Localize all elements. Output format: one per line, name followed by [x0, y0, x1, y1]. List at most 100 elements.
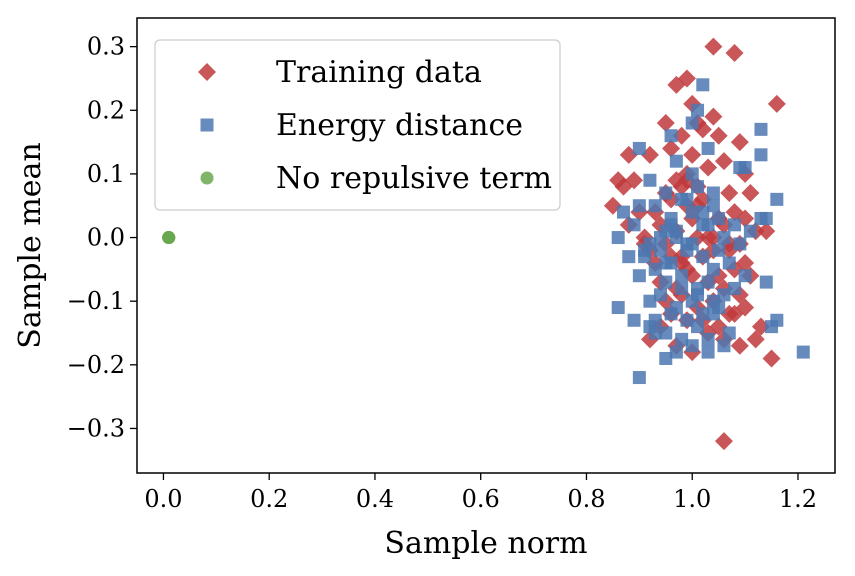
data-point: [733, 237, 747, 251]
data-point: [704, 107, 723, 126]
data-point: [691, 320, 705, 334]
data-point: [659, 351, 673, 365]
data-point: [675, 269, 689, 283]
y-tick-label: 0.2: [87, 96, 125, 124]
x-tick-label: 0.8: [567, 485, 605, 513]
data-point: [746, 330, 765, 349]
data-point: [762, 349, 781, 368]
data-point: [706, 307, 720, 321]
data-point: [704, 37, 723, 56]
x-tick-label: 0.6: [462, 485, 500, 513]
data-point: [701, 275, 715, 289]
data-point: [627, 218, 641, 232]
series-1: [611, 78, 810, 385]
data-point: [696, 307, 710, 321]
data-point: [796, 345, 810, 359]
data-point: [696, 250, 710, 264]
data-point: [667, 75, 686, 94]
x-tick-label: 1.2: [779, 485, 817, 513]
data-point: [664, 307, 678, 321]
data-point: [712, 243, 726, 257]
y-tick-label: 0.0: [87, 224, 125, 252]
data-point: [632, 371, 646, 385]
data-point: [664, 129, 678, 143]
data-point: [685, 339, 699, 353]
data-point: [662, 139, 681, 158]
legend-label: No repulsive term: [276, 161, 552, 196]
data-point: [611, 301, 625, 315]
data-point: [759, 275, 773, 289]
x-tick-label: 0.0: [144, 485, 182, 513]
data-point: [722, 326, 736, 340]
data-point: [664, 218, 678, 232]
data-point: [691, 103, 705, 117]
data-point: [714, 152, 733, 171]
plot-frame: [136, 17, 836, 474]
data-point: [654, 288, 667, 302]
legend-marker: [200, 118, 214, 132]
data-point: [754, 148, 768, 162]
data-point: [759, 211, 773, 225]
data-point: [632, 141, 646, 155]
data-point: [659, 326, 673, 340]
data-point: [706, 262, 720, 276]
data-point: [680, 313, 694, 327]
data-point: [699, 158, 718, 177]
x-tick-label: 0.4: [356, 485, 394, 513]
legend-marker: [200, 171, 214, 185]
data-point: [696, 218, 710, 232]
data-point: [706, 186, 720, 200]
data-point: [701, 345, 715, 359]
y-axis-label: Sample mean: [13, 142, 48, 348]
legend-box: [154, 39, 561, 211]
data-point: [706, 199, 720, 213]
x-axis-ticks: 0.0 0.2 0.4 0.6 0.8 1.0 1.2: [144, 473, 817, 513]
data-point: [725, 44, 744, 62]
data-point: [717, 231, 731, 245]
data-point: [741, 184, 760, 202]
y-tick-label: 0.3: [87, 33, 125, 61]
legend-label: Training data: [276, 55, 482, 90]
data-point: [654, 231, 667, 245]
data-points: [162, 37, 810, 451]
data-point: [632, 199, 646, 213]
data-point: [706, 294, 720, 308]
legend: Training data Energy distance No repulsive…: [154, 39, 561, 211]
data-point: [675, 281, 689, 295]
data-point: [691, 288, 705, 302]
data-point: [722, 256, 736, 270]
data-point: [696, 205, 710, 219]
data-point: [648, 326, 662, 340]
data-point: [632, 269, 646, 283]
data-point: [611, 231, 625, 245]
data-point: [738, 269, 752, 283]
data-point: [767, 94, 786, 113]
data-point: [770, 313, 784, 327]
data-point: [720, 184, 739, 202]
legend-marker: [198, 63, 216, 81]
data-point: [656, 114, 675, 132]
data-point: [162, 231, 176, 245]
data-point: [654, 243, 667, 257]
x-tick-label: 0.2: [250, 485, 288, 513]
data-point: [728, 281, 742, 295]
data-point: [638, 243, 652, 257]
data-point: [643, 173, 657, 187]
data-point: [730, 336, 749, 355]
data-point: [648, 199, 662, 213]
data-point: [757, 222, 776, 241]
data-point: [643, 294, 657, 308]
data-point: [691, 180, 705, 194]
data-point: [712, 211, 726, 225]
data-point: [754, 122, 768, 136]
data-point: [669, 154, 683, 168]
data-point: [709, 126, 728, 145]
data-point: [683, 145, 702, 164]
data-point: [675, 192, 689, 206]
data-point: [680, 237, 694, 251]
legend-label: Energy distance: [276, 108, 523, 143]
data-point: [659, 186, 673, 200]
data-point: [696, 78, 710, 92]
data-point: [685, 116, 699, 130]
data-point: [625, 171, 644, 190]
